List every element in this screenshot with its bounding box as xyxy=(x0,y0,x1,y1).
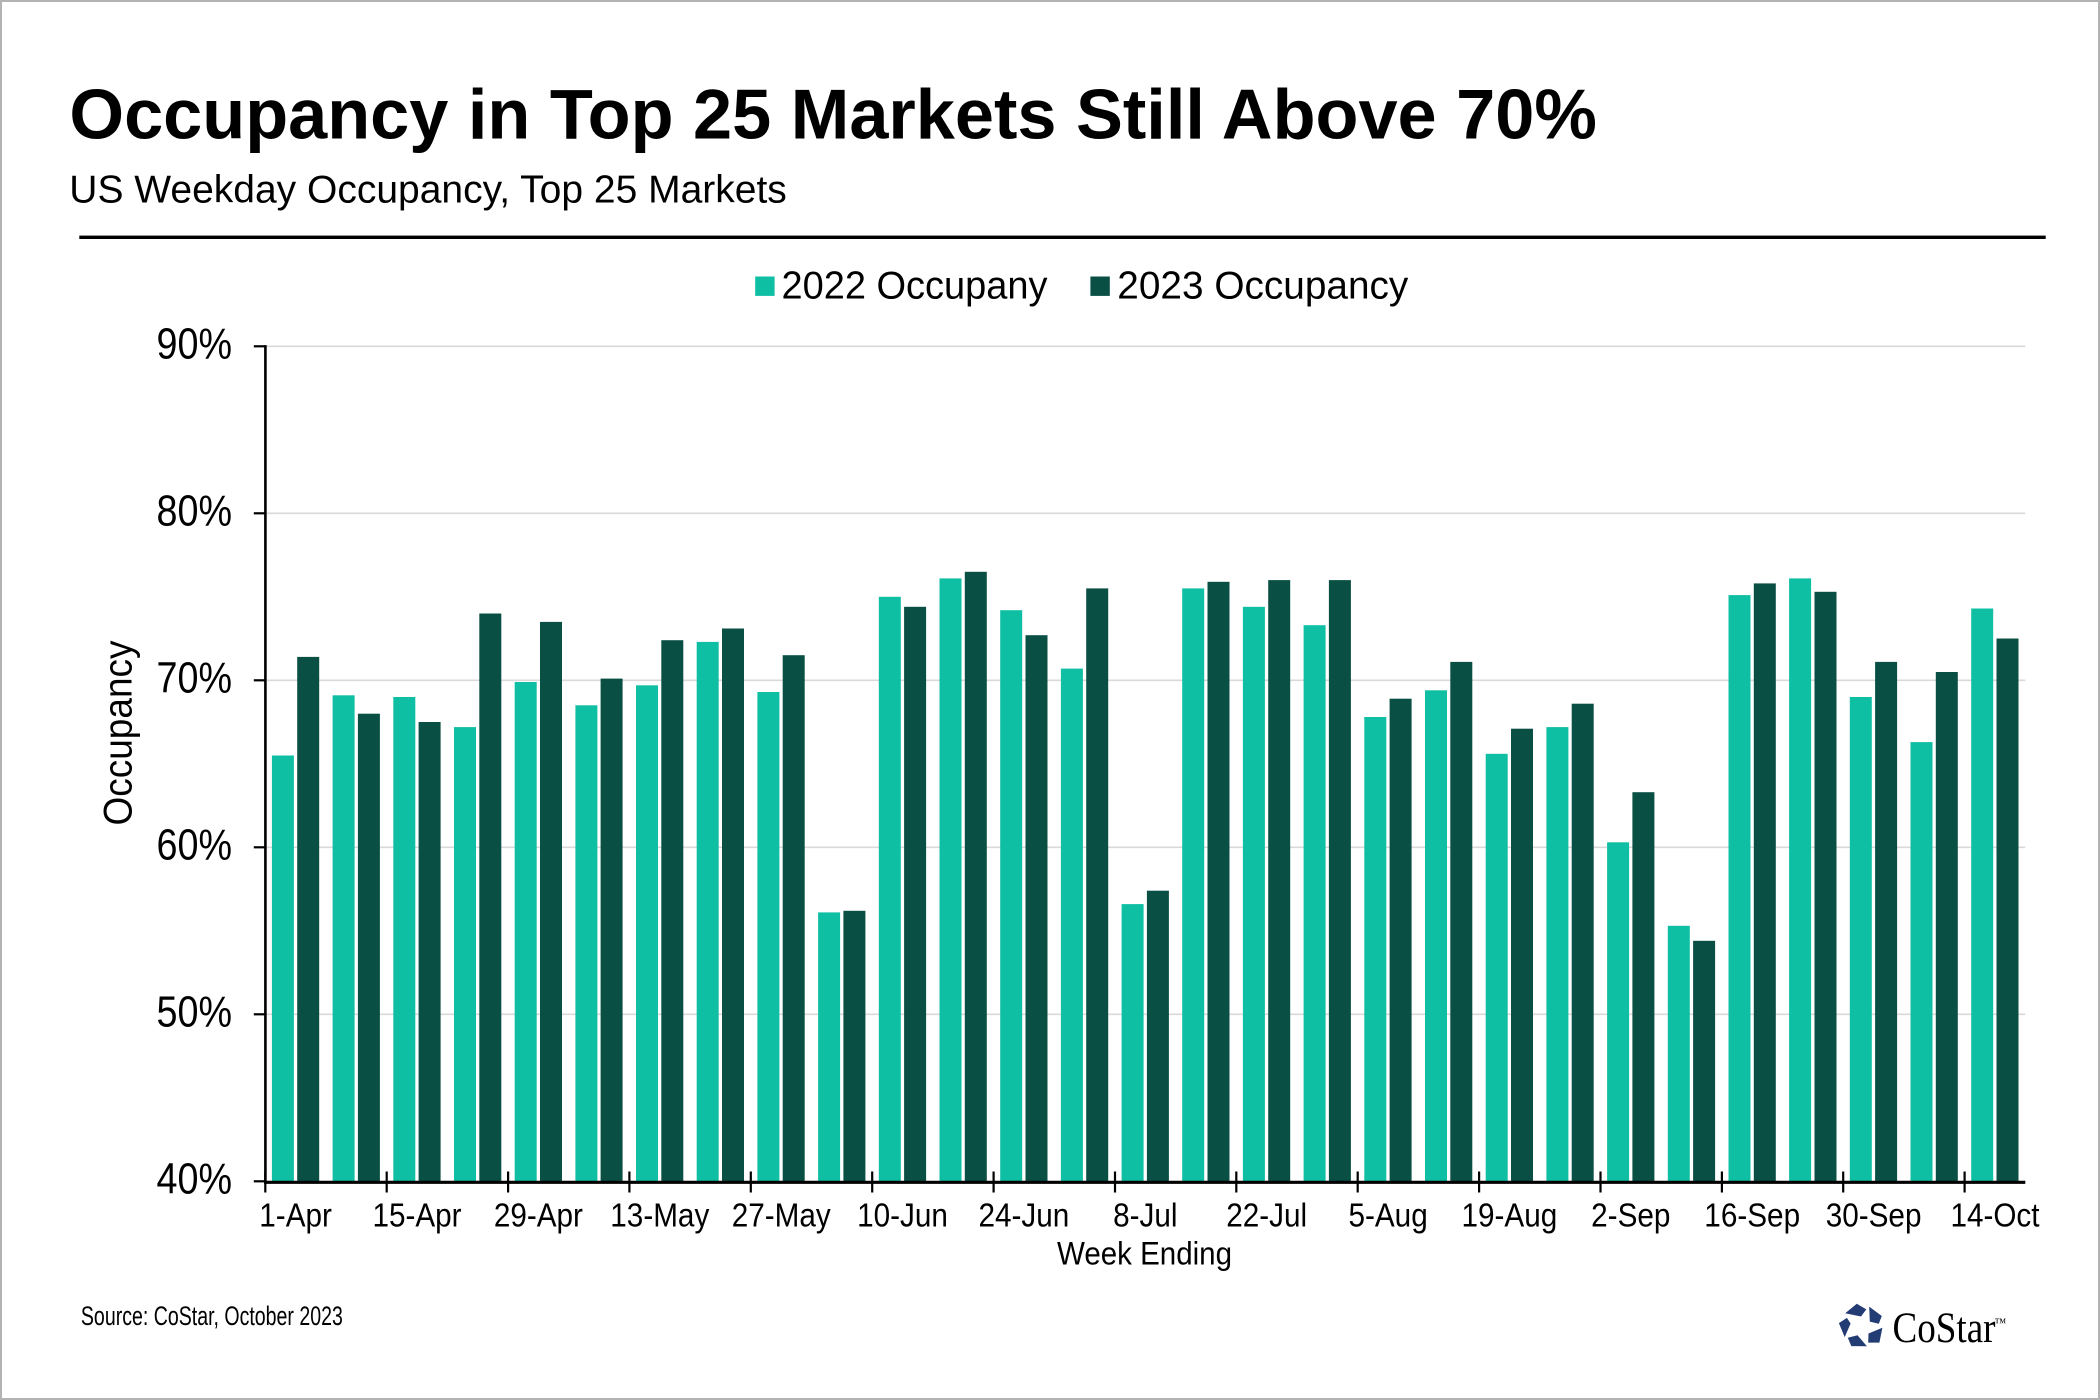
svg-text:2-Sep: 2-Sep xyxy=(1591,1197,1670,1234)
svg-text:22-Jul: 22-Jul xyxy=(1226,1197,1307,1234)
svg-text:8-Jul: 8-Jul xyxy=(1113,1197,1177,1234)
svg-text:16-Sep: 16-Sep xyxy=(1704,1197,1800,1234)
svg-text:Occupancy: Occupancy xyxy=(96,640,140,825)
svg-text:19-Aug: 19-Aug xyxy=(1462,1197,1558,1234)
svg-text:13-May: 13-May xyxy=(610,1197,709,1234)
svg-text:CoStar: CoStar xyxy=(1893,1305,1996,1352)
svg-text:70%: 70% xyxy=(157,655,233,703)
svg-text:5-Aug: 5-Aug xyxy=(1348,1197,1427,1234)
svg-text:29-Apr: 29-Apr xyxy=(494,1197,583,1234)
svg-text:30-Sep: 30-Sep xyxy=(1826,1197,1922,1234)
svg-text:Occupancy in Top 25 Markets St: Occupancy in Top 25 Markets Still Above … xyxy=(69,75,1596,154)
svg-text:50%: 50% xyxy=(157,989,233,1037)
svg-text:1-Apr: 1-Apr xyxy=(259,1197,332,1234)
svg-text:90%: 90% xyxy=(157,321,233,369)
svg-text:2023 Occupancy: 2023 Occupancy xyxy=(1117,265,1408,308)
svg-text:27-May: 27-May xyxy=(732,1197,831,1234)
svg-text:10-Jun: 10-Jun xyxy=(857,1197,948,1234)
svg-text:60%: 60% xyxy=(157,822,233,870)
svg-text:80%: 80% xyxy=(157,488,233,536)
svg-text:Source: CoStar, October 2023: Source: CoStar, October 2023 xyxy=(81,1301,343,1331)
svg-text:™: ™ xyxy=(1995,1316,2007,1330)
svg-text:14-Oct: 14-Oct xyxy=(1950,1197,2039,1234)
svg-text:24-Jun: 24-Jun xyxy=(979,1197,1070,1234)
svg-text:40%: 40% xyxy=(157,1156,233,1204)
svg-text:Week Ending: Week Ending xyxy=(1057,1236,1232,1272)
svg-text:2022 Occupany: 2022 Occupany xyxy=(782,265,1048,308)
svg-text:US Weekday Occupancy, Top 25 M: US Weekday Occupancy, Top 25 Markets xyxy=(69,168,787,211)
svg-text:15-Apr: 15-Apr xyxy=(372,1197,461,1234)
